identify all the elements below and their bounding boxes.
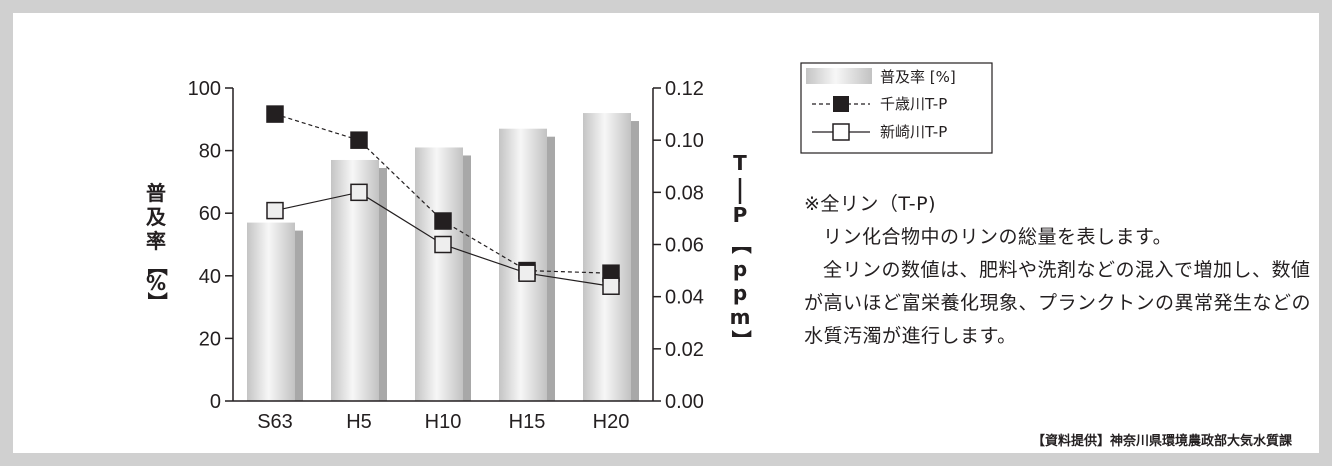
marker-open [518, 264, 536, 282]
note-heading: ※全リン（T-P) [804, 193, 937, 215]
y-axis-title-char: 【 [145, 256, 169, 276]
bar [415, 147, 463, 401]
y-tick-label: 100 [188, 78, 221, 100]
y-axis-title-char: % [146, 271, 166, 295]
lines-layer [266, 105, 620, 295]
marker-filled [350, 131, 368, 149]
y2-tick-label: 0.10 [665, 130, 704, 152]
marker-open [602, 277, 620, 295]
bar-shadow [631, 121, 639, 401]
note-line-2: 全リンの数値は、肥料や洗剤などの混入で増加し、数値が高いほど富栄養化現象、プラン… [804, 259, 1312, 347]
y-axis-title-char: 及 [146, 205, 167, 229]
legend-bar-swatch [806, 68, 872, 84]
y2-tick-label: 0.02 [665, 339, 704, 361]
explanation-note: ※全リン（T-P) リン化合物中のリンの総量を表します。 全リンの数値は、肥料や… [804, 188, 1314, 353]
x-tick-label: H15 [509, 411, 546, 433]
y2-axis-title-char: 【 [729, 234, 753, 254]
bar-shadow [295, 230, 303, 401]
marker-filled [434, 212, 452, 230]
y-tick-label: 40 [199, 266, 221, 288]
x-tick-label: H20 [593, 411, 630, 433]
marker-open [266, 201, 284, 220]
y-tick-label: 20 [199, 328, 221, 350]
x-tick-label: H10 [425, 411, 462, 433]
y-tick-label: 80 [199, 141, 221, 163]
y2-axis-title-char: p [733, 281, 747, 305]
y-axis-title-char: 率 [146, 229, 166, 253]
legend-marker-open [832, 123, 850, 141]
bar [247, 222, 295, 401]
bar-shadow [379, 167, 387, 401]
bar-shadow [463, 155, 471, 401]
y2-tick-label: 0.12 [665, 78, 704, 100]
y-tick-label: 60 [199, 203, 221, 225]
y2-tick-label: 0.06 [665, 235, 704, 257]
legend-label-bar: 普及率 [%] [880, 68, 956, 86]
note-line-1: リン化合物中のリンの総量を表します。 [823, 226, 1173, 248]
legend: 普及率 [%] 千歳川T-P 新崎川T-P [800, 62, 993, 154]
y-tick-label: 0 [210, 391, 221, 413]
legend-label-shinzaki: 新崎川T-P [880, 123, 947, 141]
y2-axis-title-char: p [733, 257, 747, 281]
marker-open [434, 235, 452, 254]
x-tick-label: H5 [346, 411, 372, 433]
bars-layer [247, 113, 639, 401]
bar [583, 113, 631, 401]
y-axis-title-char: 】 [145, 292, 169, 312]
marker-filled [266, 105, 284, 123]
y2-axis-title-char: T [733, 151, 747, 175]
legend-marker-filled [833, 96, 849, 112]
legend-label-chitose: 千歳川T-P [880, 95, 947, 113]
source-credit: 【資料提供】神奈川県環境農政部大気水質課 [1031, 434, 1292, 449]
y2-tick-label: 0.08 [665, 182, 704, 204]
ticks-layer: 0 20 40 60 80 100 0.00 0.02 0.04 0.06 0.08 0.10 0.12… [188, 78, 704, 433]
y2-tick-label: 0.00 [665, 391, 704, 413]
marker-open [350, 183, 368, 202]
y2-axis-title-char: 】 [729, 330, 753, 350]
x-tick-label: S63 [257, 411, 293, 433]
y-axis-title: 普 及 率 【 % 】 [145, 181, 169, 312]
bar-shadow [547, 136, 555, 401]
y2-tick-label: 0.04 [665, 287, 704, 309]
y2-axis-title-char: P [733, 203, 748, 227]
y2-axis-title: T P 【 p p m 】 [729, 151, 753, 350]
y-axis-title-char: 普 [146, 181, 166, 205]
y2-axis-title-char: m [730, 305, 751, 329]
